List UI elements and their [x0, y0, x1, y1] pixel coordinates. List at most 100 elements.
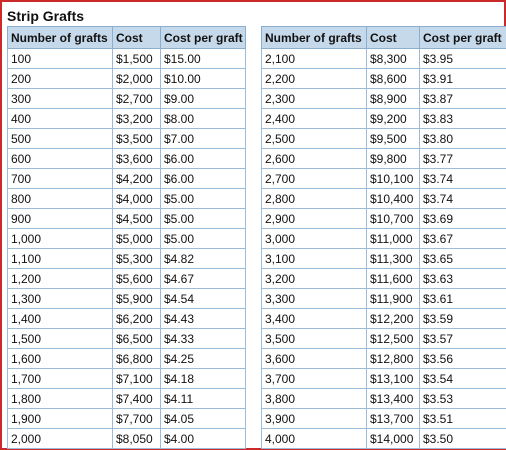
table-row: 100 $1,500 $15.00	[7, 48, 246, 69]
cell-cost: $11,900	[366, 288, 420, 309]
column-header-cost-per-graft: Cost per graft	[419, 26, 506, 49]
cell-number-of-grafts: 2,600	[261, 148, 367, 169]
column-header-number-of-grafts: Number of grafts	[261, 26, 367, 49]
cell-number-of-grafts: 100	[7, 48, 113, 69]
cell-cost: $5,900	[112, 288, 161, 309]
cell-cost-per-graft: $4.00	[160, 428, 246, 449]
header-row: Number of grafts Cost Cost per graft	[7, 26, 246, 49]
cell-number-of-grafts: 400	[7, 108, 113, 129]
cell-cost: $8,300	[366, 48, 420, 69]
table-row: 1,500 $6,500 $4.33	[7, 328, 246, 349]
cell-cost-per-graft: $6.00	[160, 148, 246, 169]
cell-cost-per-graft: $3.95	[419, 48, 506, 69]
cell-number-of-grafts: 300	[7, 88, 113, 109]
cell-cost: $8,050	[112, 428, 161, 449]
table-row: 800 $4,000 $5.00	[7, 188, 246, 209]
table-row: 3,500 $12,500 $3.57	[261, 328, 506, 349]
cell-number-of-grafts: 1,800	[7, 388, 113, 409]
cell-number-of-grafts: 3,300	[261, 288, 367, 309]
cell-cost: $7,700	[112, 408, 161, 429]
cell-cost: $3,600	[112, 148, 161, 169]
cell-cost: $13,100	[366, 368, 420, 389]
table-row: 2,300 $8,900 $3.87	[261, 88, 506, 109]
cell-cost-per-graft: $3.50	[419, 428, 506, 449]
table-row: 500 $3,500 $7.00	[7, 128, 246, 149]
cell-number-of-grafts: 1,400	[7, 308, 113, 329]
table-row: 300 $2,700 $9.00	[7, 88, 246, 109]
cell-number-of-grafts: 3,400	[261, 308, 367, 329]
cell-cost-per-graft: $3.69	[419, 208, 506, 229]
cell-cost: $4,200	[112, 168, 161, 189]
cell-cost-per-graft: $4.54	[160, 288, 246, 309]
cell-cost-per-graft: $15.00	[160, 48, 246, 69]
cell-number-of-grafts: 2,800	[261, 188, 367, 209]
cell-cost: $6,800	[112, 348, 161, 369]
cell-cost-per-graft: $3.65	[419, 248, 506, 269]
cell-cost: $5,600	[112, 268, 161, 289]
cell-cost-per-graft: $4.33	[160, 328, 246, 349]
cell-cost: $4,000	[112, 188, 161, 209]
cell-cost: $5,300	[112, 248, 161, 269]
cell-number-of-grafts: 700	[7, 168, 113, 189]
cell-cost-per-graft: $3.77	[419, 148, 506, 169]
cell-cost: $4,500	[112, 208, 161, 229]
table-row: 3,900 $13,700 $3.51	[261, 408, 506, 429]
cell-number-of-grafts: 3,500	[261, 328, 367, 349]
table-row: 3,600 $12,800 $3.56	[261, 348, 506, 369]
cell-cost-per-graft: $9.00	[160, 88, 246, 109]
cell-cost-per-graft: $10.00	[160, 68, 246, 89]
table-row: 2,600 $9,800 $3.77	[261, 148, 506, 169]
cell-number-of-grafts: 2,300	[261, 88, 367, 109]
cell-cost: $11,300	[366, 248, 420, 269]
cell-cost: $6,200	[112, 308, 161, 329]
cell-number-of-grafts: 900	[7, 208, 113, 229]
cell-cost: $12,800	[366, 348, 420, 369]
cell-number-of-grafts: 1,700	[7, 368, 113, 389]
column-header-cost: Cost	[366, 26, 420, 49]
cell-number-of-grafts: 1,300	[7, 288, 113, 309]
cell-cost-per-graft: $3.61	[419, 288, 506, 309]
table-row: 2,000 $8,050 $4.00	[7, 428, 246, 449]
cell-cost: $6,500	[112, 328, 161, 349]
cell-number-of-grafts: 3,900	[261, 408, 367, 429]
cell-cost: $2,000	[112, 68, 161, 89]
cell-cost: $13,700	[366, 408, 420, 429]
table-row: 400 $3,200 $8.00	[7, 108, 246, 129]
page-title: Strip Grafts	[7, 8, 85, 24]
table-row: 1,300 $5,900 $4.54	[7, 288, 246, 309]
table-row: 1,700 $7,100 $4.18	[7, 368, 246, 389]
cell-cost: $9,800	[366, 148, 420, 169]
cell-number-of-grafts: 3,200	[261, 268, 367, 289]
table-row: 600 $3,600 $6.00	[7, 148, 246, 169]
cell-cost-per-graft: $5.00	[160, 208, 246, 229]
table-row: 700 $4,200 $6.00	[7, 168, 246, 189]
table-row: 3,200 $11,600 $3.63	[261, 268, 506, 289]
pricing-table-left: Number of grafts Cost Cost per graft 100…	[7, 26, 246, 449]
cell-cost: $12,200	[366, 308, 420, 329]
cell-number-of-grafts: 600	[7, 148, 113, 169]
column-header-cost-per-graft: Cost per graft	[160, 26, 246, 49]
cell-number-of-grafts: 1,000	[7, 228, 113, 249]
cell-number-of-grafts: 4,000	[261, 428, 367, 449]
cell-cost-per-graft: $3.53	[419, 388, 506, 409]
header-row: Number of grafts Cost Cost per graft	[261, 26, 506, 49]
table-row: 1,600 $6,800 $4.25	[7, 348, 246, 369]
cell-cost-per-graft: $3.87	[419, 88, 506, 109]
cell-cost-per-graft: $3.54	[419, 368, 506, 389]
table-row: 1,100 $5,300 $4.82	[7, 248, 246, 269]
cell-number-of-grafts: 3,600	[261, 348, 367, 369]
table-row: 900 $4,500 $5.00	[7, 208, 246, 229]
cell-cost-per-graft: $4.25	[160, 348, 246, 369]
cell-cost-per-graft: $8.00	[160, 108, 246, 129]
table-row: 3,400 $12,200 $3.59	[261, 308, 506, 329]
table-row: 200 $2,000 $10.00	[7, 68, 246, 89]
cell-number-of-grafts: 2,000	[7, 428, 113, 449]
cell-number-of-grafts: 2,900	[261, 208, 367, 229]
cell-cost-per-graft: $3.56	[419, 348, 506, 369]
table-row: 1,800 $7,400 $4.11	[7, 388, 246, 409]
table-row: 3,700 $13,100 $3.54	[261, 368, 506, 389]
cell-cost-per-graft: $3.59	[419, 308, 506, 329]
table-row: 3,100 $11,300 $3.65	[261, 248, 506, 269]
cell-cost-per-graft: $3.63	[419, 268, 506, 289]
cell-number-of-grafts: 3,000	[261, 228, 367, 249]
